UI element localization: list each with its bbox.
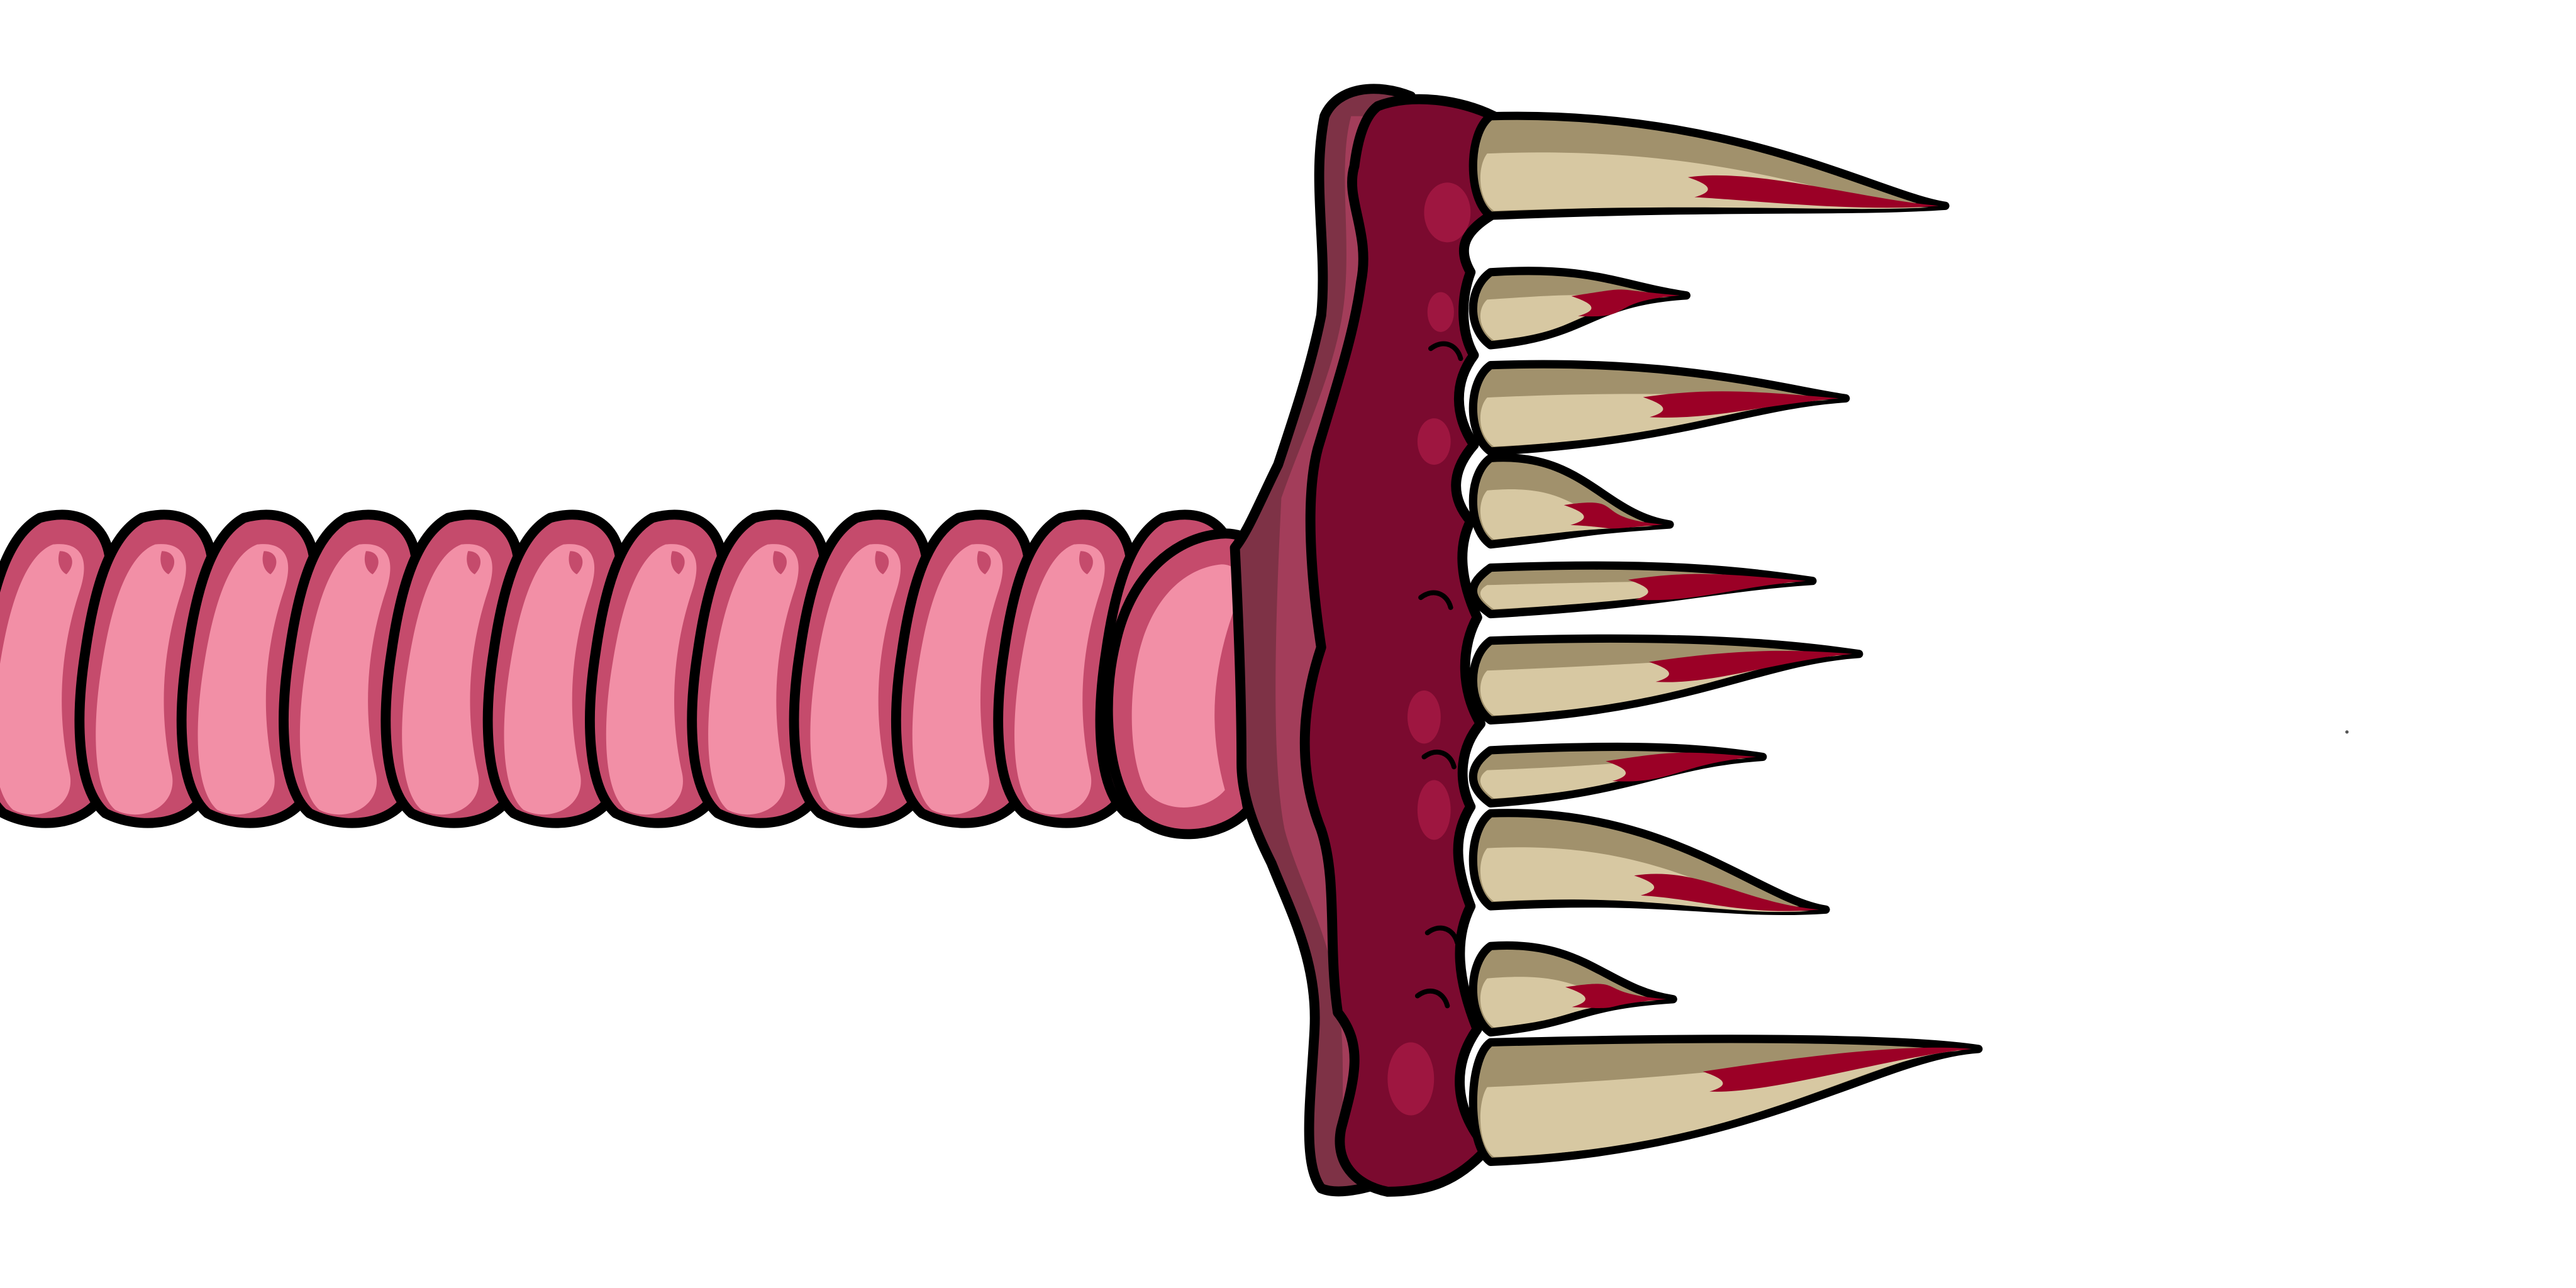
segment-notch bbox=[1079, 551, 1093, 575]
head-ridge bbox=[1428, 341, 1463, 362]
segment-face bbox=[810, 544, 901, 815]
segment-face bbox=[402, 544, 492, 815]
tooth-blood bbox=[1702, 1047, 1972, 1092]
segment-notch bbox=[262, 551, 277, 575]
tooth-enamel bbox=[1480, 977, 1657, 1028]
segment-face bbox=[504, 544, 595, 815]
segment-notch bbox=[875, 551, 889, 575]
head-blotch bbox=[1427, 292, 1454, 332]
tooth-blood bbox=[1606, 752, 1757, 782]
segment-notch bbox=[58, 551, 72, 575]
segment-face bbox=[0, 544, 84, 815]
head-blotch bbox=[1424, 182, 1471, 243]
head-blotch bbox=[1387, 1042, 1435, 1116]
segment-notch bbox=[569, 551, 583, 575]
segment-notch bbox=[467, 551, 481, 575]
tooth-blood bbox=[1634, 874, 1819, 911]
tooth bbox=[1468, 111, 1950, 220]
segment-notch bbox=[773, 551, 787, 575]
head-ridge bbox=[1414, 988, 1450, 1009]
segment-notch bbox=[160, 551, 175, 575]
tooth bbox=[1468, 360, 1850, 456]
tooth bbox=[1468, 453, 1674, 549]
tooth-blood bbox=[1687, 175, 1939, 208]
body-segment bbox=[482, 509, 626, 828]
speck bbox=[2345, 730, 2349, 734]
tooth-enamel bbox=[1480, 1050, 1962, 1157]
head-ridge bbox=[1421, 749, 1457, 770]
head-blotch bbox=[1407, 690, 1441, 744]
tooth-blood bbox=[1628, 574, 1806, 601]
worm-head bbox=[1299, 94, 1499, 1197]
tooth-blood bbox=[1649, 650, 1853, 682]
segment-face bbox=[1014, 544, 1105, 815]
head-ridge bbox=[1424, 925, 1460, 946]
segment-face bbox=[96, 544, 186, 815]
segment-face bbox=[708, 544, 799, 815]
segment-notch bbox=[670, 551, 685, 575]
segment-face bbox=[299, 544, 391, 815]
tooth bbox=[1468, 634, 1863, 724]
tooth-blood bbox=[1565, 984, 1667, 1008]
neck-face bbox=[1131, 564, 1239, 808]
tooth-blood bbox=[1563, 502, 1663, 529]
tooth-blood bbox=[1571, 289, 1680, 317]
segment-notch bbox=[364, 551, 379, 575]
tooth bbox=[1468, 1035, 1983, 1167]
segment-face bbox=[912, 544, 1003, 815]
tooth-blood bbox=[1643, 391, 1840, 418]
head-blotch bbox=[1417, 780, 1451, 840]
segment-notch bbox=[977, 551, 991, 575]
neck-segment bbox=[1102, 528, 1270, 840]
tooth bbox=[1468, 742, 1767, 808]
tooth bbox=[1468, 941, 1677, 1037]
segment-face bbox=[606, 544, 697, 815]
segment-face bbox=[197, 544, 289, 815]
head-ridge bbox=[1418, 590, 1453, 610]
tooth bbox=[1468, 561, 1817, 619]
tooth bbox=[1468, 267, 1690, 350]
head-plate bbox=[1299, 94, 1499, 1197]
worm-teeth bbox=[1468, 111, 1983, 1167]
worm-body bbox=[0, 509, 1270, 840]
tooth bbox=[1468, 809, 1830, 916]
body-segment bbox=[279, 509, 422, 828]
tooth-enamel bbox=[1480, 295, 1670, 341]
head-blotch bbox=[1417, 418, 1451, 465]
tooth-enamel bbox=[1480, 758, 1746, 799]
